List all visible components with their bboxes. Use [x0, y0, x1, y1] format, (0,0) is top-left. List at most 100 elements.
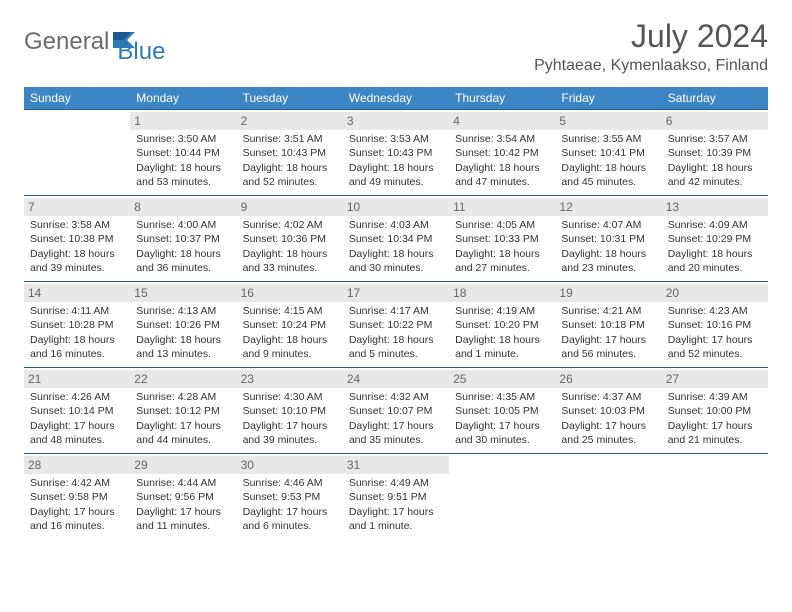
- daylight: Daylight: 17 hours and 44 minutes.: [136, 419, 230, 447]
- logo: General Blue: [24, 18, 165, 66]
- calendar-cell: 24Sunrise: 4:32 AMSunset: 10:07 PMDaylig…: [343, 368, 449, 454]
- day-number: 27: [662, 370, 768, 388]
- daylight: Daylight: 17 hours and 35 minutes.: [349, 419, 443, 447]
- day-number: 19: [555, 284, 661, 302]
- sunset: Sunset: 10:18 PM: [561, 318, 655, 332]
- daylight: Daylight: 18 hours and 20 minutes.: [668, 247, 762, 275]
- sunset: Sunset: 10:33 PM: [455, 232, 549, 246]
- day-number: 26: [555, 370, 661, 388]
- sunset: Sunset: 10:14 PM: [30, 404, 124, 418]
- daylight: Daylight: 18 hours and 39 minutes.: [30, 247, 124, 275]
- day-number: 22: [130, 370, 236, 388]
- daylight: Daylight: 18 hours and 1 minute.: [455, 333, 549, 361]
- calendar-cell: 14Sunrise: 4:11 AMSunset: 10:28 PMDaylig…: [24, 282, 130, 368]
- calendar-cell: 6Sunrise: 3:57 AMSunset: 10:39 PMDayligh…: [662, 110, 768, 196]
- day-number: 16: [237, 284, 343, 302]
- day-number: 11: [449, 198, 555, 216]
- daylight: Daylight: 17 hours and 25 minutes.: [561, 419, 655, 447]
- calendar-week: 14Sunrise: 4:11 AMSunset: 10:28 PMDaylig…: [24, 282, 768, 368]
- calendar-week: 21Sunrise: 4:26 AMSunset: 10:14 PMDaylig…: [24, 368, 768, 454]
- sunset: Sunset: 10:34 PM: [349, 232, 443, 246]
- calendar-cell: 23Sunrise: 4:30 AMSunset: 10:10 PMDaylig…: [237, 368, 343, 454]
- sunset: Sunset: 10:28 PM: [30, 318, 124, 332]
- day-number: 3: [343, 112, 449, 130]
- calendar-cell: 5Sunrise: 3:55 AMSunset: 10:41 PMDayligh…: [555, 110, 661, 196]
- calendar-cell: 1 Sunrise: 3:50 AMSunset: 10:44 PMDayligh…: [130, 110, 236, 196]
- day-header: Saturday: [662, 87, 768, 110]
- day-number: 8: [130, 198, 236, 216]
- daylight: Daylight: 18 hours and 47 minutes.: [455, 161, 549, 189]
- sunrise: Sunrise: 3:58 AM: [30, 218, 124, 232]
- sunset: Sunset: 10:24 PM: [243, 318, 337, 332]
- sunset: Sunset: 10:39 PM: [668, 146, 762, 160]
- sunrise: Sunrise: 4:15 AM: [243, 304, 337, 318]
- daylight: Daylight: 17 hours and 30 minutes.: [455, 419, 549, 447]
- title-block: July 2024 Pyhtaeae, Kymenlaakso, Finland: [534, 18, 768, 75]
- calendar-cell: 8Sunrise: 4:00 AMSunset: 10:37 PMDayligh…: [130, 196, 236, 282]
- sunrise: Sunrise: 4:13 AM: [136, 304, 230, 318]
- daylight: Daylight: 18 hours and 36 minutes.: [136, 247, 230, 275]
- sunset: Sunset: 10:16 PM: [668, 318, 762, 332]
- sunset: Sunset: 10:41 PM: [561, 146, 655, 160]
- day-number: 6: [662, 112, 768, 130]
- daylight: Daylight: 18 hours and 13 minutes.: [136, 333, 230, 361]
- sunset: Sunset: 10:10 PM: [243, 404, 337, 418]
- day-header: Friday: [555, 87, 661, 110]
- daylight: Daylight: 18 hours and 45 minutes.: [561, 161, 655, 189]
- daylight: Daylight: 18 hours and 27 minutes.: [455, 247, 549, 275]
- calendar-cell: 7 Sunrise: 3:58 AMSunset: 10:38 PMDayligh…: [24, 196, 130, 282]
- day-number: 7: [24, 198, 130, 216]
- calendar-cell: 30Sunrise: 4:46 AMSunset: 9:53 PMDayligh…: [237, 454, 343, 540]
- sunrise: Sunrise: 4:42 AM: [30, 476, 124, 490]
- sunset: Sunset: 9:51 PM: [349, 490, 443, 504]
- sunset: Sunset: 10:37 PM: [136, 232, 230, 246]
- sunset: Sunset: 10:29 PM: [668, 232, 762, 246]
- daylight: Daylight: 17 hours and 56 minutes.: [561, 333, 655, 361]
- sunrise: Sunrise: 4:32 AM: [349, 390, 443, 404]
- day-number: 12: [555, 198, 661, 216]
- day-number: 18: [449, 284, 555, 302]
- day-number: 31: [343, 456, 449, 474]
- daylight: Daylight: 18 hours and 9 minutes.: [243, 333, 337, 361]
- sunrise: Sunrise: 4:49 AM: [349, 476, 443, 490]
- day-number: 24: [343, 370, 449, 388]
- calendar-cell: 16 Sunrise: 4:15 AMSunset: 10:24 PMDaylig…: [237, 282, 343, 368]
- day-number: 20: [662, 284, 768, 302]
- calendar-cell: 13Sunrise: 4:09 AMSunset: 10:29 PMDaylig…: [662, 196, 768, 282]
- sunrise: Sunrise: 4:07 AM: [561, 218, 655, 232]
- daylight: Daylight: 18 hours and 53 minutes.: [136, 161, 230, 189]
- logo-text-general: General: [24, 28, 109, 56]
- sunset: Sunset: 10:05 PM: [455, 404, 549, 418]
- day-number: 15: [130, 284, 236, 302]
- day-header: Monday: [130, 87, 236, 110]
- calendar-cell: [449, 454, 555, 540]
- day-number: 28: [24, 456, 130, 474]
- sunrise: Sunrise: 4:19 AM: [455, 304, 549, 318]
- sunrise: Sunrise: 4:30 AM: [243, 390, 337, 404]
- day-number: 5: [555, 112, 661, 130]
- sunset: Sunset: 9:56 PM: [136, 490, 230, 504]
- day-header: Thursday: [449, 87, 555, 110]
- sunset: Sunset: 10:00 PM: [668, 404, 762, 418]
- sunrise: Sunrise: 4:28 AM: [136, 390, 230, 404]
- calendar-cell: [555, 454, 661, 540]
- calendar-cell: 31Sunrise: 4:49 AMSunset: 9:51 PMDayligh…: [343, 454, 449, 540]
- daylight: Daylight: 18 hours and 16 minutes.: [30, 333, 124, 361]
- day-header: Sunday: [24, 87, 130, 110]
- day-number: 25: [449, 370, 555, 388]
- daylight: Daylight: 18 hours and 30 minutes.: [349, 247, 443, 275]
- calendar-cell: 27Sunrise: 4:39 AMSunset: 10:00 PMDaylig…: [662, 368, 768, 454]
- day-number: 1: [130, 112, 236, 130]
- sunrise: Sunrise: 4:39 AM: [668, 390, 762, 404]
- sunrise: Sunrise: 4:09 AM: [668, 218, 762, 232]
- sunset: Sunset: 10:38 PM: [30, 232, 124, 246]
- calendar-cell: [662, 454, 768, 540]
- calendar-body: 1Sunrise: 3:50 AMSunset: 10:44 PMDayligh…: [24, 110, 768, 540]
- sunset: Sunset: 9:53 PM: [243, 490, 337, 504]
- daylight: Daylight: 18 hours and 49 minutes.: [349, 161, 443, 189]
- page-title: July 2024: [534, 18, 768, 55]
- sunset: Sunset: 10:44 PM: [136, 146, 230, 160]
- calendar-cell: 29Sunrise: 4:44 AMSunset: 9:56 PMDayligh…: [130, 454, 236, 540]
- sunrise: Sunrise: 3:50 AM: [136, 132, 230, 146]
- day-number: 9: [237, 198, 343, 216]
